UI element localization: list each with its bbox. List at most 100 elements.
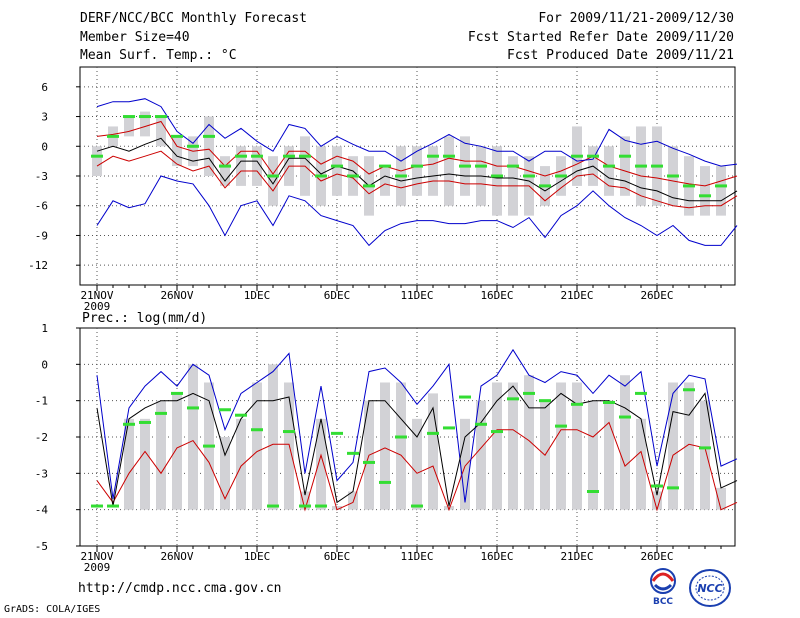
x-tick-label: 11DEC	[400, 289, 433, 302]
ensemble-bar	[460, 418, 470, 510]
variable-label: Mean Surf. Temp.: °C	[80, 48, 237, 63]
upper-bound-line	[96, 348, 738, 503]
y-tick-label: -9	[35, 229, 48, 242]
ensemble-bar	[188, 364, 198, 510]
ensemble-bar	[156, 116, 166, 147]
x-tick-label: 21DEC	[560, 289, 593, 302]
fcst-started-date: Fcst Started Refer Date 2009/11/20	[467, 30, 734, 45]
bcc-logo-text: BCC	[653, 597, 673, 607]
forecast-period: For 2009/11/21-2009/12/30	[538, 11, 734, 26]
ensemble-bar	[316, 418, 326, 510]
ensemble-bar	[268, 156, 278, 206]
ensemble-bar	[716, 487, 726, 510]
x-tick-label: 16DEC	[480, 550, 513, 563]
y-tick-label: 0	[41, 140, 48, 153]
ensemble-bar	[220, 437, 230, 510]
ensemble-bar	[140, 111, 150, 137]
grads-credit: GrADS: COLA/IGES	[4, 604, 101, 615]
ensemble-bar	[156, 400, 166, 510]
ensemble-bar	[220, 156, 230, 186]
ensemble-bar	[348, 491, 358, 510]
ensemble-bar	[508, 382, 518, 510]
ncc-logo-text: NCC	[697, 582, 722, 595]
x-tick-label: 11DEC	[400, 550, 433, 563]
ensemble-bar	[476, 400, 486, 510]
ensemble-bar	[700, 166, 710, 216]
temperature-panel: 6 3 0 -3 -6 -9 -12 21NOV 26NOV 1DEC 6DEC 11DEC 16DEC…	[28, 66, 738, 313]
ensemble-bar	[716, 166, 726, 216]
source-url[interactable]: http://cmdp.ncc.cma.gov.cn	[78, 581, 282, 596]
x-tick-label: 1DEC	[244, 289, 271, 302]
ensemble-bar	[412, 418, 422, 510]
lower-bound-line	[96, 421, 738, 512]
median-line	[96, 137, 738, 202]
ensemble-bar	[92, 146, 102, 176]
precipitation-panel: 1 0 -1 -2 -3 -4 -5 21NOV 26NOV 1DEC 6DEC 11DEC 16DEC…	[35, 311, 738, 574]
fcst-produced-date: Fcst Produced Date 2009/11/21	[507, 48, 734, 63]
y-tick-label: 3	[41, 111, 48, 124]
x-year-label: 2009	[84, 300, 111, 313]
ensemble-bar	[668, 382, 678, 510]
ensemble-bar	[492, 146, 502, 216]
ensemble-bar	[620, 375, 630, 510]
ensemble-bar	[428, 146, 438, 196]
panel-title: Prec.: log(mm/d)	[82, 311, 207, 326]
ensemble-bar	[268, 364, 278, 510]
ensemble-bar	[444, 136, 454, 206]
ensemble-bar	[332, 146, 342, 196]
x-tick-label: 26NOV	[160, 550, 193, 563]
y-tick-label: -4	[35, 504, 49, 517]
y-tick-label: 1	[41, 322, 48, 335]
ensemble-bar	[124, 116, 134, 137]
ensemble-bar	[124, 418, 134, 510]
y-tick-label: 6	[41, 81, 48, 94]
y-tick-label: 0	[41, 358, 48, 371]
x-tick-label: 21NOV	[80, 550, 113, 563]
x-tick-label: 16DEC	[480, 289, 513, 302]
ensemble-bar	[684, 382, 694, 510]
ensemble-bar	[492, 382, 502, 510]
y-tick-label: -12	[28, 259, 48, 272]
ncc-logo-icon: NCC	[689, 569, 731, 607]
lower-bound-line	[96, 175, 738, 247]
median-line	[96, 385, 738, 507]
ensemble-bar	[652, 491, 662, 510]
ensemble-bar	[140, 418, 150, 510]
x-year-label: 2009	[84, 561, 111, 574]
x-tick-label: 26DEC	[640, 550, 673, 563]
bcc-logo-icon: BCC	[650, 568, 676, 607]
y-tick-label: -2	[35, 431, 48, 444]
ensemble-bar	[604, 146, 614, 196]
ensemble-bar	[332, 506, 342, 510]
x-tick-label: 26NOV	[160, 289, 193, 302]
member-size: Member Size=40	[80, 30, 190, 45]
x-tick-label: 6DEC	[324, 289, 351, 302]
x-tick-label: 26DEC	[640, 289, 673, 302]
ensemble-bar	[172, 393, 182, 510]
y-tick-label: -3	[35, 170, 48, 183]
x-tick-label: 6DEC	[324, 550, 351, 563]
y-tick-label: -1	[35, 395, 48, 408]
ensemble-bar	[172, 136, 182, 167]
ensemble-bar	[252, 382, 262, 510]
ensemble-bar	[444, 506, 454, 510]
ensemble-bar	[588, 400, 598, 510]
lower-quartile-line	[96, 150, 738, 209]
ensemble-bar	[236, 146, 246, 186]
x-tick-label: 21DEC	[560, 550, 593, 563]
x-tick-label: 21NOV	[80, 289, 113, 302]
y-tick-label: -6	[35, 200, 48, 213]
ensemble-bar	[380, 166, 390, 196]
chart-title: DERF/NCC/BCC Monthly Forecast	[80, 11, 307, 26]
ensemble-bar	[236, 418, 246, 510]
ensemble-bar	[380, 382, 390, 510]
ensemble-bar	[412, 146, 422, 196]
y-tick-label: -5	[35, 540, 48, 553]
ensemble-bar	[204, 116, 214, 176]
ensemble-bar	[524, 375, 534, 510]
ensemble-bar	[300, 491, 310, 510]
ensemble-bar	[396, 382, 406, 510]
ensemble-bar	[604, 400, 614, 510]
x-tick-label: 1DEC	[244, 550, 271, 563]
